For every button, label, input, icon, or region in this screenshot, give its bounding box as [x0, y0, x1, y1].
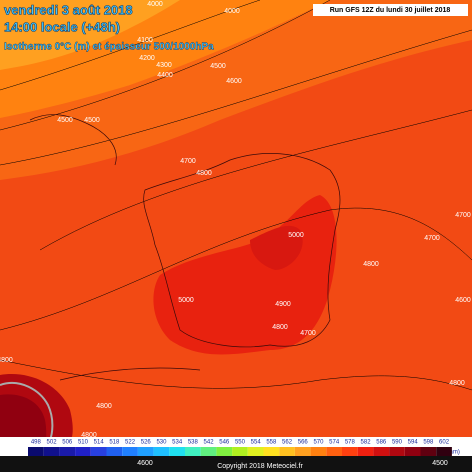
- legend-swatch: [389, 447, 405, 456]
- legend-label: 550: [235, 440, 246, 446]
- legend-label: 506: [62, 440, 73, 446]
- legend-label: 526: [141, 440, 152, 446]
- legend-swatch: [247, 447, 264, 456]
- legend-label: 594: [408, 440, 419, 446]
- contour-label: 4000: [224, 8, 240, 15]
- contour-label: 5000: [288, 232, 304, 239]
- contour-label: 5000: [178, 297, 194, 304]
- date-title: vendredi 3 août 2018: [4, 2, 133, 17]
- legend-swatch: [436, 447, 452, 456]
- legend-swatch: [232, 447, 248, 456]
- legend-label: 574: [329, 440, 340, 446]
- legend-swatch: [185, 447, 201, 456]
- legend-unit: (dam): [444, 450, 460, 456]
- contour-label: 4700: [455, 212, 471, 219]
- legend-label: 518: [109, 440, 120, 446]
- contour-label: 4500: [84, 117, 100, 124]
- legend-swatch: [357, 447, 374, 456]
- legend-label: 570: [313, 440, 324, 446]
- run-box: [313, 4, 468, 16]
- legend-label: 558: [266, 440, 277, 446]
- legend-label: 514: [94, 440, 105, 446]
- time-title: 14:00 locale (+48h): [4, 19, 120, 34]
- contour-label: 4600: [226, 78, 242, 85]
- thickness-band: [0, 0, 180, 70]
- legend-swatch: [420, 447, 437, 456]
- contour-label: 4800: [363, 261, 379, 268]
- contour-label: 4800: [196, 170, 212, 177]
- legend-swatch: [216, 447, 233, 456]
- contour-label: 4600: [455, 297, 471, 304]
- legend-label: 522: [125, 440, 136, 446]
- legend-swatch: [169, 447, 185, 456]
- legend-label: 538: [188, 440, 199, 446]
- legend-swatch: [326, 447, 342, 456]
- contour-label: 4500: [57, 117, 73, 124]
- legend-swatch: [59, 447, 76, 456]
- contour-label: 4800: [449, 380, 465, 387]
- legend-swatch: [263, 447, 280, 456]
- legend-label: 534: [172, 440, 183, 446]
- legend-swatch: [75, 447, 91, 456]
- contour-label: 4800: [81, 432, 97, 439]
- thickness-band: [250, 225, 303, 270]
- legend-swatch: [153, 447, 170, 456]
- legend-swatch: [310, 447, 327, 456]
- legend-label: 546: [219, 440, 230, 446]
- coastlines: [29, 114, 341, 381]
- legend-label: 510: [78, 440, 89, 446]
- legend-label: 582: [361, 440, 372, 446]
- contours: [0, 0, 472, 391]
- contour-label: 4100: [137, 37, 153, 44]
- coastline: [0, 382, 54, 441]
- contour-label: 4800: [0, 357, 13, 364]
- subtitle: Isotherme 0°C (m) et épaisseur 500/1000h…: [4, 42, 214, 53]
- legend-swatch: [404, 447, 421, 456]
- contour-label: 4800: [96, 403, 112, 410]
- legend-swatch: [137, 447, 154, 456]
- contour-label: 4500: [210, 63, 226, 70]
- legend-swatch: [90, 447, 107, 456]
- legend-swatch: [279, 447, 295, 456]
- legend-swatch: [106, 447, 123, 456]
- legend-label: 590: [392, 440, 403, 446]
- legend-label: 542: [204, 440, 215, 446]
- legend-label: 498: [31, 440, 42, 446]
- copyright: Copyright 2018 Meteociel.fr: [217, 463, 303, 470]
- contour-label: 4700: [180, 158, 196, 165]
- contour-label: 4700: [424, 235, 440, 242]
- legend-label: 554: [251, 440, 262, 446]
- contour-label: 4500: [432, 460, 448, 467]
- contour-label: 4400: [157, 72, 173, 79]
- legend-label: 602: [439, 440, 450, 446]
- legend-swatch: [43, 447, 60, 456]
- legend-label: 586: [376, 440, 387, 446]
- contour-label: 4000: [147, 1, 163, 8]
- legend-swatch: [373, 447, 390, 456]
- legend-label: 530: [156, 440, 167, 446]
- contour-label: 4900: [275, 301, 291, 308]
- legend-label: 566: [298, 440, 309, 446]
- legend-swatch: [294, 447, 311, 456]
- contour-label: 4600: [137, 460, 153, 467]
- thickness-band: [0, 394, 47, 440]
- footer-bar: [0, 456, 472, 472]
- legend-label: 578: [345, 440, 356, 446]
- legend-swatch: [200, 447, 217, 456]
- legend-swatch: [342, 447, 358, 456]
- legend-swatch: [28, 447, 44, 456]
- contour-label: 4800: [272, 324, 288, 331]
- contour-label: 4200: [139, 55, 155, 62]
- contour-label: 4700: [300, 330, 316, 337]
- legend-label: 502: [47, 440, 58, 446]
- run-label: Run GFS 12Z du lundi 30 juillet 2018: [330, 7, 451, 14]
- contour-label: 4300: [156, 62, 172, 69]
- legend-label: 598: [423, 440, 434, 446]
- legend-label: 562: [282, 440, 293, 446]
- legend-swatch: [122, 447, 138, 456]
